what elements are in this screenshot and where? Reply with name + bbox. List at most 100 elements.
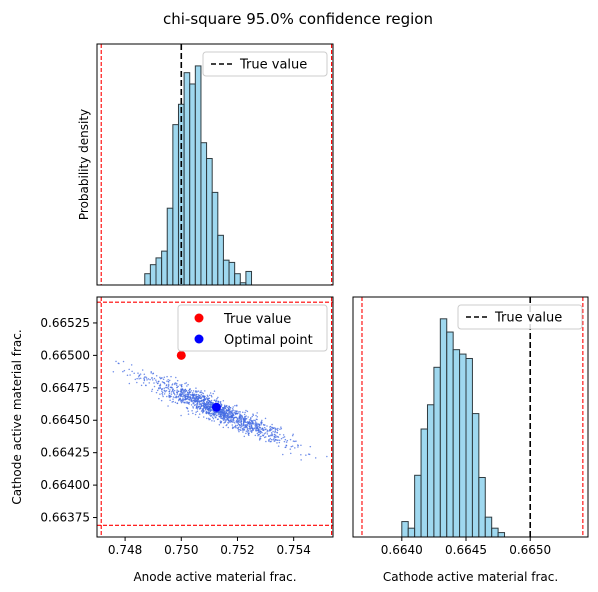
scatter-point bbox=[202, 392, 205, 395]
scatter-point bbox=[184, 391, 186, 393]
scatter-point bbox=[250, 430, 253, 432]
scatter-point bbox=[182, 393, 185, 395]
scatter-point bbox=[191, 410, 193, 412]
scatter-point bbox=[224, 421, 226, 423]
scatter-point bbox=[240, 422, 243, 425]
scatter-point bbox=[247, 429, 249, 432]
scatter-point bbox=[243, 428, 246, 431]
scatter-point bbox=[130, 364, 133, 366]
scatter-point bbox=[245, 415, 247, 417]
scatter-point bbox=[166, 386, 168, 389]
scatter-point bbox=[270, 432, 273, 434]
scatter-point bbox=[198, 413, 201, 415]
scatter-point bbox=[276, 429, 279, 432]
scatter-point bbox=[232, 426, 235, 429]
histogram-bar bbox=[228, 261, 236, 286]
scatter-point bbox=[184, 397, 186, 399]
legend-label: True value bbox=[239, 58, 307, 73]
scatter-point bbox=[203, 405, 206, 408]
scatter-point bbox=[186, 391, 189, 394]
scatter-point bbox=[177, 390, 179, 393]
scatter-point bbox=[128, 368, 130, 371]
scatter-point bbox=[174, 382, 176, 385]
scatter-point bbox=[201, 402, 204, 404]
scatter-point bbox=[184, 398, 187, 401]
scatter-point bbox=[246, 410, 249, 413]
scatter-point bbox=[203, 401, 205, 403]
scatter-point bbox=[191, 392, 194, 394]
scatter-point bbox=[219, 400, 222, 403]
scatter-point bbox=[293, 440, 296, 443]
scatter-point bbox=[307, 453, 310, 455]
scatter-point bbox=[274, 433, 276, 436]
scatter-point bbox=[184, 392, 186, 394]
scatter-point bbox=[196, 408, 199, 410]
anode-histogram-legend: True value bbox=[202, 51, 328, 77]
scatter-point bbox=[214, 416, 216, 418]
scatter-point bbox=[219, 415, 222, 417]
scatter-point bbox=[208, 407, 211, 410]
scatter-point bbox=[192, 412, 194, 415]
scatter-point bbox=[254, 424, 256, 426]
cathode-histogram-x-tick-label: 0.6650 bbox=[509, 543, 551, 557]
scatter-point bbox=[255, 414, 257, 417]
scatter-point bbox=[185, 382, 188, 384]
scatter-point bbox=[210, 414, 213, 417]
scatter-point bbox=[169, 399, 171, 402]
scatter-point bbox=[213, 399, 215, 402]
scatter-point bbox=[224, 413, 226, 415]
scatter-point bbox=[252, 414, 255, 417]
scatter-point bbox=[226, 414, 229, 417]
scatter-point bbox=[187, 410, 190, 412]
scatter-point bbox=[198, 405, 200, 408]
scatter-point bbox=[170, 393, 173, 395]
scatter-point bbox=[167, 378, 169, 381]
scatter-point bbox=[175, 384, 178, 386]
scatter-point bbox=[209, 403, 211, 405]
scatter-point bbox=[194, 413, 197, 416]
scatter-point bbox=[277, 436, 280, 438]
scatter-point bbox=[229, 419, 231, 421]
scatter-point bbox=[156, 389, 159, 392]
scatter-point bbox=[179, 393, 182, 396]
scatter-point bbox=[289, 438, 292, 441]
scatter-point bbox=[242, 411, 244, 414]
scatter-point bbox=[257, 434, 259, 437]
scatter-point bbox=[148, 382, 150, 384]
scatter-point bbox=[159, 386, 161, 388]
scatter-point bbox=[230, 417, 232, 419]
scatter-point bbox=[256, 418, 258, 421]
scatter-point bbox=[227, 416, 229, 418]
scatter-point bbox=[220, 404, 223, 406]
histogram-bar bbox=[177, 103, 185, 286]
scatter-point bbox=[209, 401, 211, 403]
scatter-point bbox=[255, 426, 257, 428]
scatter-point bbox=[196, 410, 199, 413]
scatter-point bbox=[220, 409, 222, 412]
scatter-point bbox=[215, 412, 217, 415]
scatter-point bbox=[155, 374, 158, 377]
scatter-point bbox=[163, 393, 166, 395]
x-axis-label: Cathode active material frac. bbox=[383, 570, 558, 584]
scatter-point bbox=[259, 426, 261, 429]
scatter-point bbox=[256, 426, 259, 428]
scatter-point bbox=[238, 421, 240, 423]
scatter-point bbox=[248, 434, 250, 437]
scatter-point bbox=[260, 420, 263, 423]
scatter-point bbox=[326, 455, 328, 458]
scatter-point bbox=[264, 417, 267, 420]
scatter-point bbox=[266, 425, 268, 427]
scatter-point bbox=[202, 404, 205, 407]
scatter-point bbox=[226, 417, 229, 420]
scatter-point bbox=[297, 444, 299, 447]
scatter-point bbox=[196, 402, 199, 404]
scatter-point bbox=[270, 438, 273, 441]
scatter-point bbox=[183, 394, 185, 397]
scatter-point bbox=[268, 439, 270, 441]
scatter-point bbox=[179, 384, 181, 386]
scatter-point bbox=[213, 413, 216, 415]
scatter-point bbox=[231, 407, 234, 410]
scatter-point bbox=[182, 391, 184, 394]
scatter-point bbox=[269, 430, 271, 432]
scatter-point bbox=[195, 395, 197, 398]
